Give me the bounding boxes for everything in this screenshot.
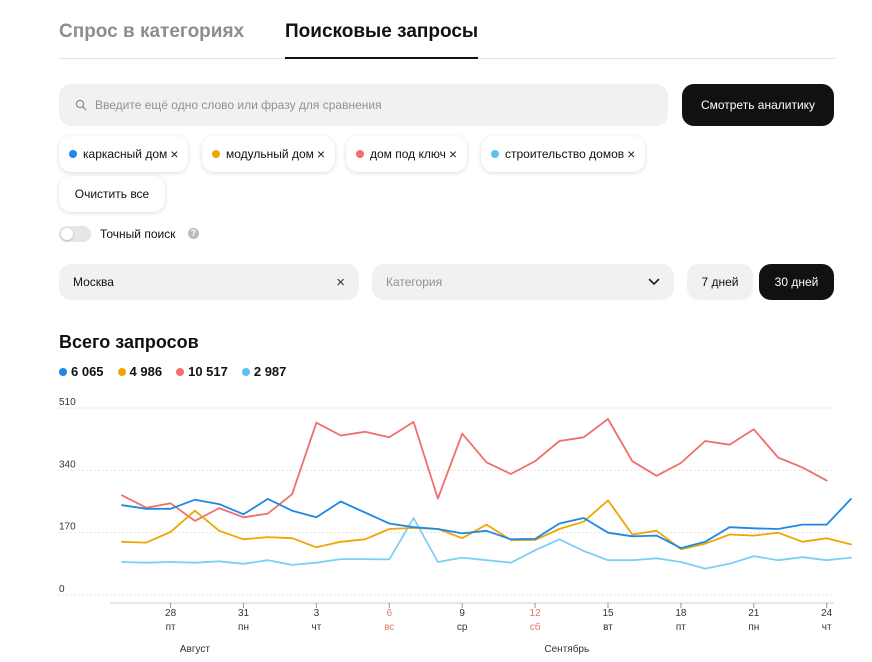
series-color-dot: [491, 150, 499, 158]
x-tick-day: 12: [530, 608, 542, 619]
tabs-bar: Спрос в категориях Поисковые запросы: [59, 18, 835, 59]
help-icon[interactable]: ?: [188, 228, 199, 239]
x-tick-weekday: пт: [166, 622, 176, 633]
x-tick-weekday: вт: [603, 622, 613, 633]
close-icon[interactable]: ×: [336, 273, 345, 291]
legend-item-pod-klyuch: 10 517: [176, 364, 228, 379]
tab-search-queries[interactable]: Поисковые запросы: [285, 18, 479, 59]
period-30-days-button[interactable]: 30 дней: [759, 264, 834, 300]
x-tick-weekday: пн: [748, 622, 759, 633]
remove-chip-icon[interactable]: ×: [627, 146, 636, 162]
requests-line-chart: 510 340 170 0 28 пт 31 пн 3 чт 6 вс 9 ср 12 сб 15 вт 18 пт 2…: [58, 397, 852, 655]
chip-dom-pod-klyuch: дом под ключ ×: [346, 136, 468, 172]
x-tick-day: 15: [602, 608, 614, 619]
legend-total: 6 065: [71, 364, 104, 379]
x-tick-day: 21: [748, 608, 760, 619]
chip-stroitelstvo-domov: строительство домов ×: [481, 136, 646, 172]
y-tick-label: 170: [59, 522, 76, 533]
x-tick-weekday: вс: [384, 622, 394, 633]
exact-search-toggle[interactable]: [59, 226, 91, 242]
city-field[interactable]: Москва ×: [59, 264, 359, 300]
legend-total: 4 986: [129, 364, 163, 379]
chip-label: модульный дом: [226, 147, 314, 161]
legend-total: 2 987: [253, 364, 287, 379]
chip-label: дом под ключ: [370, 147, 446, 161]
x-tick-weekday: чт: [822, 622, 832, 633]
chart-legend: 6 065 4 986 10 517 2 987: [59, 364, 300, 379]
x-tick-weekday: ср: [457, 622, 468, 633]
remove-chip-icon[interactable]: ×: [448, 146, 458, 162]
category-placeholder: Категория: [386, 275, 443, 289]
total-requests-title: Всего запросов: [59, 332, 199, 352]
chevron-down-icon: [648, 278, 660, 285]
remove-chip-icon[interactable]: ×: [170, 146, 179, 162]
remove-chip-icon[interactable]: ×: [316, 146, 326, 162]
toggle-knob: [61, 228, 73, 240]
x-tick-weekday: сб: [530, 621, 541, 633]
exact-search-label: Точный поиск: [100, 227, 176, 241]
search-field[interactable]: [59, 84, 668, 126]
x-tick-day: 24: [821, 608, 833, 619]
series-color-dot: [356, 150, 364, 158]
legend-total: 10 517: [188, 364, 228, 379]
y-tick-label: 340: [59, 459, 76, 470]
chip-label: каркасный дом: [83, 147, 168, 161]
y-tick-label: 0: [59, 584, 65, 595]
x-tick-weekday: чт: [312, 622, 322, 633]
x-tick-day: 6: [387, 608, 393, 619]
legend-dot: [176, 367, 185, 376]
series-line-1: [121, 499, 852, 551]
month-label: Август: [180, 644, 211, 655]
x-tick-day: 28: [165, 608, 177, 619]
search-input[interactable]: [93, 97, 637, 113]
x-tick-day: 9: [459, 608, 465, 619]
view-analytics-button[interactable]: Смотреть аналитику: [682, 84, 834, 126]
legend-item-karkasnyj: 6 065: [59, 364, 104, 379]
series-line-2: [121, 418, 828, 522]
tab-category-demand[interactable]: Спрос в категориях: [59, 21, 245, 42]
x-tick-day: 3: [314, 608, 320, 619]
chip-karkasnyj-dom: каркасный дом ×: [59, 136, 189, 172]
period-7-days-button[interactable]: 7 дней: [687, 264, 753, 300]
series-line-0: [121, 498, 852, 550]
y-tick-label: 510: [59, 397, 76, 408]
series-line-3: [121, 517, 852, 570]
search-icon: [75, 99, 87, 111]
legend-item-modulnyj: 4 986: [117, 364, 163, 379]
clear-all-button[interactable]: Очистить все: [59, 176, 165, 212]
chip-label: строительство домов: [505, 147, 625, 161]
chip-modulnyj-dom: модульный дом ×: [202, 136, 336, 172]
legend-dot: [117, 367, 126, 376]
series-color-dot: [212, 150, 220, 158]
legend-dot: [241, 367, 250, 376]
city-value: Москва: [73, 275, 114, 289]
legend-item-stroitelstvo: 2 987: [241, 364, 287, 379]
legend-dot: [59, 367, 67, 376]
x-tick-day: 18: [675, 608, 687, 619]
series-color-dot: [69, 150, 77, 158]
month-label: Сентябрь: [544, 643, 589, 655]
x-tick-weekday: пт: [676, 622, 686, 633]
x-tick-day: 31: [238, 608, 250, 619]
category-select[interactable]: Категория: [372, 264, 674, 300]
x-tick-weekday: пн: [238, 622, 249, 633]
